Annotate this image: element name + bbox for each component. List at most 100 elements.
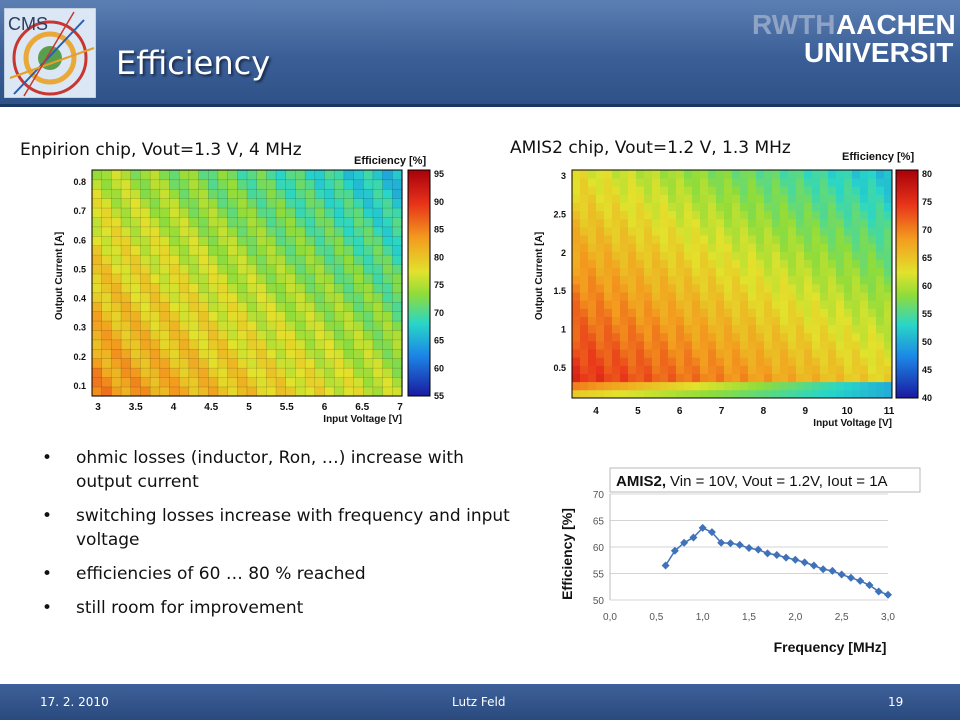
heatmap-cell — [788, 259, 797, 269]
heatmap-cell — [884, 235, 893, 244]
heatmap-cell — [756, 373, 765, 383]
heatmap-cell — [188, 292, 200, 303]
heatmap-cell — [660, 332, 669, 342]
footer-author: Lutz Feld — [452, 695, 506, 709]
heatmap-cell — [159, 386, 171, 397]
heatmap-cell — [828, 292, 837, 301]
heatmap-cell — [178, 198, 190, 209]
heatmap-cell — [700, 381, 709, 391]
heatmap-cell — [644, 365, 653, 374]
heatmap-cell — [188, 263, 200, 275]
heatmap-cell — [304, 301, 316, 312]
heatmap-cell — [620, 373, 629, 383]
heatmap-cell — [256, 245, 268, 256]
heatmap-cell — [275, 320, 287, 331]
heatmap-cell — [363, 235, 374, 246]
heatmap-cell — [756, 332, 765, 342]
heatmap-cell — [796, 170, 805, 179]
heatmap-cell — [333, 254, 345, 265]
heatmap-cell — [275, 273, 287, 284]
heatmap-cell — [580, 357, 589, 366]
heatmap-cell — [188, 386, 200, 397]
heatmap-cell — [217, 254, 229, 265]
heatmap-cell — [580, 316, 589, 326]
left-xaxis-title: Input Voltage [V] — [323, 414, 402, 425]
heatmap-cell — [676, 170, 685, 179]
heatmap-cell — [237, 207, 248, 218]
heatmap-cell — [612, 349, 621, 358]
heatmap-cell — [246, 273, 258, 284]
heatmap-cell — [198, 376, 209, 388]
heatmap-cell — [314, 348, 326, 359]
heatmap-cell — [580, 381, 589, 391]
heatmap-cell — [572, 235, 581, 244]
heatmap-cell — [788, 341, 797, 350]
heatmap-cell — [392, 292, 403, 303]
chart-xaxis-tick: 1,5 — [742, 612, 756, 623]
heatmap-cell — [572, 324, 581, 334]
heatmap-cell — [372, 301, 384, 312]
heatmap-cell — [353, 376, 364, 388]
heatmap-cell — [198, 207, 209, 218]
heatmap-cell — [628, 243, 637, 252]
heatmap-cell — [91, 329, 103, 341]
heatmap-cell — [740, 218, 749, 228]
heatmap-cell — [796, 259, 805, 269]
heatmap-cell — [324, 273, 335, 284]
heatmap-cell — [382, 273, 393, 284]
heatmap-cell — [644, 251, 653, 260]
heatmap-cell — [91, 386, 103, 397]
heatmap-cell — [628, 251, 637, 260]
heatmap-cell — [266, 386, 277, 397]
heatmap-cell — [620, 308, 629, 317]
heatmap-cell — [844, 357, 853, 366]
heatmap-cell — [756, 259, 765, 269]
left-zaxis-tick: 80 — [434, 252, 444, 262]
right-yaxis-tick: 1.5 — [553, 286, 566, 296]
heatmap-cell — [111, 339, 122, 350]
heatmap-cell — [868, 341, 877, 350]
heatmap-cell — [652, 365, 661, 374]
heatmap-cell — [740, 243, 749, 252]
heatmap-cell — [884, 349, 893, 358]
heatmap-cell — [324, 188, 335, 199]
heatmap-cell — [169, 198, 180, 209]
heatmap-cell — [716, 308, 725, 317]
heatmap-cell — [353, 311, 364, 322]
heatmap-cell — [820, 227, 829, 236]
heatmap-cell — [740, 389, 749, 399]
heatmap-cell — [732, 308, 741, 317]
heatmap-cell — [256, 216, 268, 228]
heatmap-cell — [668, 235, 677, 244]
heatmap-cell — [620, 227, 629, 236]
heatmap-cell — [343, 376, 355, 388]
left-heatmap-cells — [91, 169, 403, 397]
heatmap-cell — [604, 251, 613, 260]
heatmap-cell — [604, 389, 613, 399]
heatmap-cell — [804, 341, 813, 350]
heatmap-cell — [700, 292, 709, 301]
heatmap-cell — [372, 198, 384, 209]
heatmap-cell — [111, 198, 122, 209]
heatmap-cell — [732, 284, 741, 293]
heatmap-cell — [780, 324, 789, 334]
heatmap-cell — [237, 188, 248, 199]
heatmap-cell — [732, 235, 741, 244]
heatmap-cell — [208, 179, 219, 190]
heatmap-cell — [692, 243, 701, 252]
left-zaxis-title: Efficiency [%] — [354, 155, 426, 167]
heatmap-cell — [227, 311, 238, 322]
heatmap-cell — [652, 284, 661, 293]
bullet-text: switching losses increase with frequency… — [76, 506, 510, 550]
heatmap-cell — [876, 235, 885, 244]
heatmap-cell — [101, 188, 113, 199]
heatmap-cell — [178, 254, 190, 265]
heatmap-cell — [708, 267, 717, 277]
heatmap-cell — [304, 207, 316, 218]
chart-xaxis-tick: 1,0 — [696, 612, 710, 623]
heatmap-cell — [246, 339, 258, 350]
heatmap-cell — [314, 320, 326, 331]
heatmap-cell — [140, 235, 151, 246]
heatmap-cell — [198, 320, 209, 331]
heatmap-cell — [644, 316, 653, 326]
